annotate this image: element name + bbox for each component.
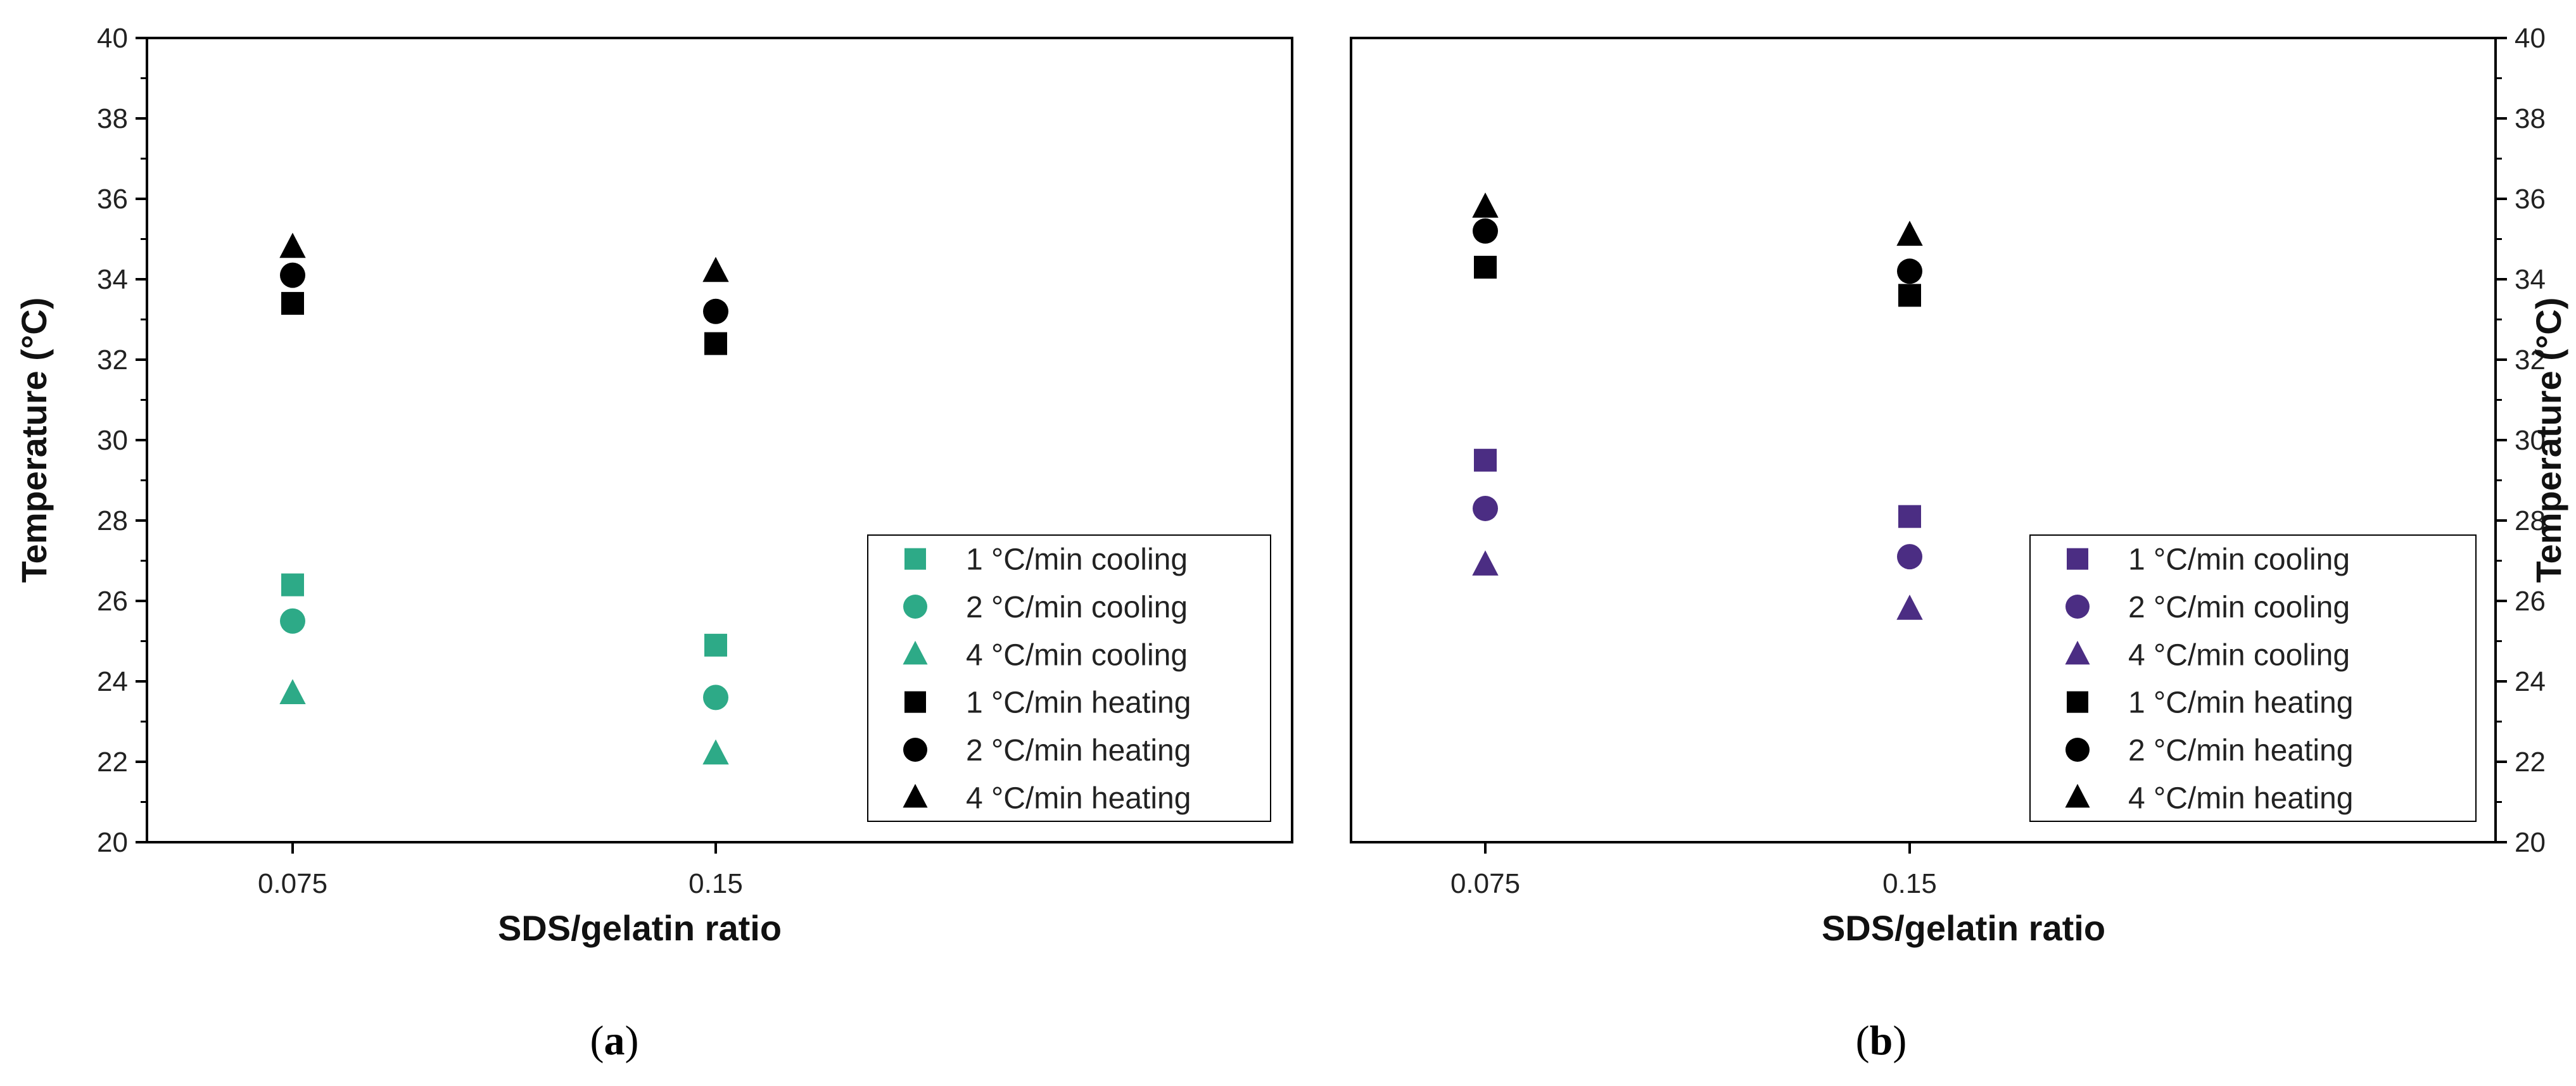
y-tick-label: 24 (97, 666, 128, 697)
data-point (1474, 448, 1497, 472)
legend-marker (2065, 738, 2090, 762)
y-tick-label: 34 (97, 264, 128, 295)
legend-box (867, 534, 1271, 822)
data-point (1474, 255, 1497, 279)
legend-label: 2 °C/min heating (2128, 734, 2353, 767)
x-tick-label: 0.15 (688, 868, 743, 899)
data-point (704, 332, 727, 355)
data-point (1897, 544, 1922, 570)
x-tick-label: 0.075 (258, 868, 327, 899)
y-tick-label: 36 (2515, 184, 2546, 215)
data-point (1896, 220, 1923, 246)
x-tick-label: 0.15 (1882, 868, 1937, 899)
legend-marker (903, 640, 928, 665)
data-point (704, 633, 727, 657)
y-tick-label: 30 (2515, 425, 2546, 456)
data-point (1897, 258, 1922, 284)
legend-label: 1 °C/min heating (966, 686, 1191, 720)
y-tick-label: 20 (2515, 827, 2546, 858)
y-tick-label: 38 (97, 103, 128, 134)
y-tick-label: 22 (2515, 747, 2546, 778)
data-point (1898, 505, 1921, 528)
panel-label: (a) (590, 1018, 639, 1064)
y-tick-label: 40 (2515, 23, 2546, 54)
y-tick-label: 22 (97, 747, 128, 778)
legend-label: 2 °C/min heating (966, 734, 1191, 767)
legend-label: 4 °C/min cooling (966, 638, 1188, 672)
legend-box (2029, 534, 2477, 822)
chart-panel-b: 20 22 24 26 28 30 32 34 36 38 40 0.075 0.15 SDS/gelat… (1350, 23, 2568, 1064)
legend-marker (903, 783, 928, 808)
y-tick-label: 36 (97, 184, 128, 215)
legend-label: 4 °C/min heating (2128, 781, 2353, 815)
y-tick-label: 26 (2515, 586, 2546, 617)
legend-marker (2067, 548, 2088, 570)
y-axis-title: Temperature (°C) (14, 298, 54, 583)
y-tick-label: 24 (2515, 666, 2546, 697)
legend-label: 1 °C/min cooling (2128, 543, 2350, 577)
legend-label: 2 °C/min cooling (966, 591, 1188, 624)
y-tick-label: 40 (97, 23, 128, 54)
y-tick-label: 28 (97, 505, 128, 536)
data-point (279, 232, 306, 258)
y-tick-label: 34 (2515, 264, 2546, 295)
x-axis-title: SDS/gelatin ratio (1822, 908, 2105, 948)
legend-marker (2065, 640, 2090, 665)
legend-label: 2 °C/min cooling (2128, 591, 2350, 624)
y-tick-label: 38 (2515, 103, 2546, 134)
data-point (702, 256, 729, 282)
legend-marker (904, 548, 926, 570)
data-point (703, 685, 728, 710)
data-point (702, 739, 729, 765)
data-point (703, 298, 728, 324)
data-point (281, 573, 304, 597)
data-point (1472, 550, 1499, 576)
y-tick-label: 32 (97, 344, 128, 376)
data-point (1896, 595, 1923, 620)
data-point (1473, 218, 1498, 244)
y-tick-label: 20 (97, 827, 128, 858)
x-tick-label: 0.075 (1450, 868, 1520, 899)
panel-label: (b) (1856, 1018, 1907, 1064)
legend-marker (2067, 691, 2088, 713)
data-point (280, 608, 305, 634)
chart-panel-a: 20 22 24 26 28 30 32 34 36 38 40 0.075 0.15 SDS/gelat… (14, 23, 1293, 1064)
data-point (1898, 284, 1921, 307)
y-tick-label: 26 (97, 586, 128, 617)
y-axis-title: Temperature (°C) (2528, 298, 2568, 583)
data-point (279, 679, 306, 705)
legend-label: 4 °C/min cooling (2128, 638, 2350, 672)
data-point (1473, 495, 1498, 521)
y-tick-label: 32 (2515, 344, 2546, 376)
data-point (1472, 193, 1499, 218)
legend-label: 1 °C/min cooling (966, 543, 1188, 577)
legend-label: 1 °C/min heating (2128, 686, 2353, 720)
legend-label: 4 °C/min heating (966, 781, 1191, 815)
x-axis-title: SDS/gelatin ratio (498, 908, 782, 948)
data-point (280, 262, 305, 288)
y-tick-label: 28 (2515, 505, 2546, 536)
legend-marker (2065, 783, 2090, 808)
legend-marker (904, 691, 926, 713)
legend-marker (903, 595, 927, 619)
data-point (281, 292, 304, 315)
legend-marker (903, 738, 927, 762)
y-tick-label: 30 (97, 425, 128, 456)
legend-marker (2065, 595, 2090, 619)
